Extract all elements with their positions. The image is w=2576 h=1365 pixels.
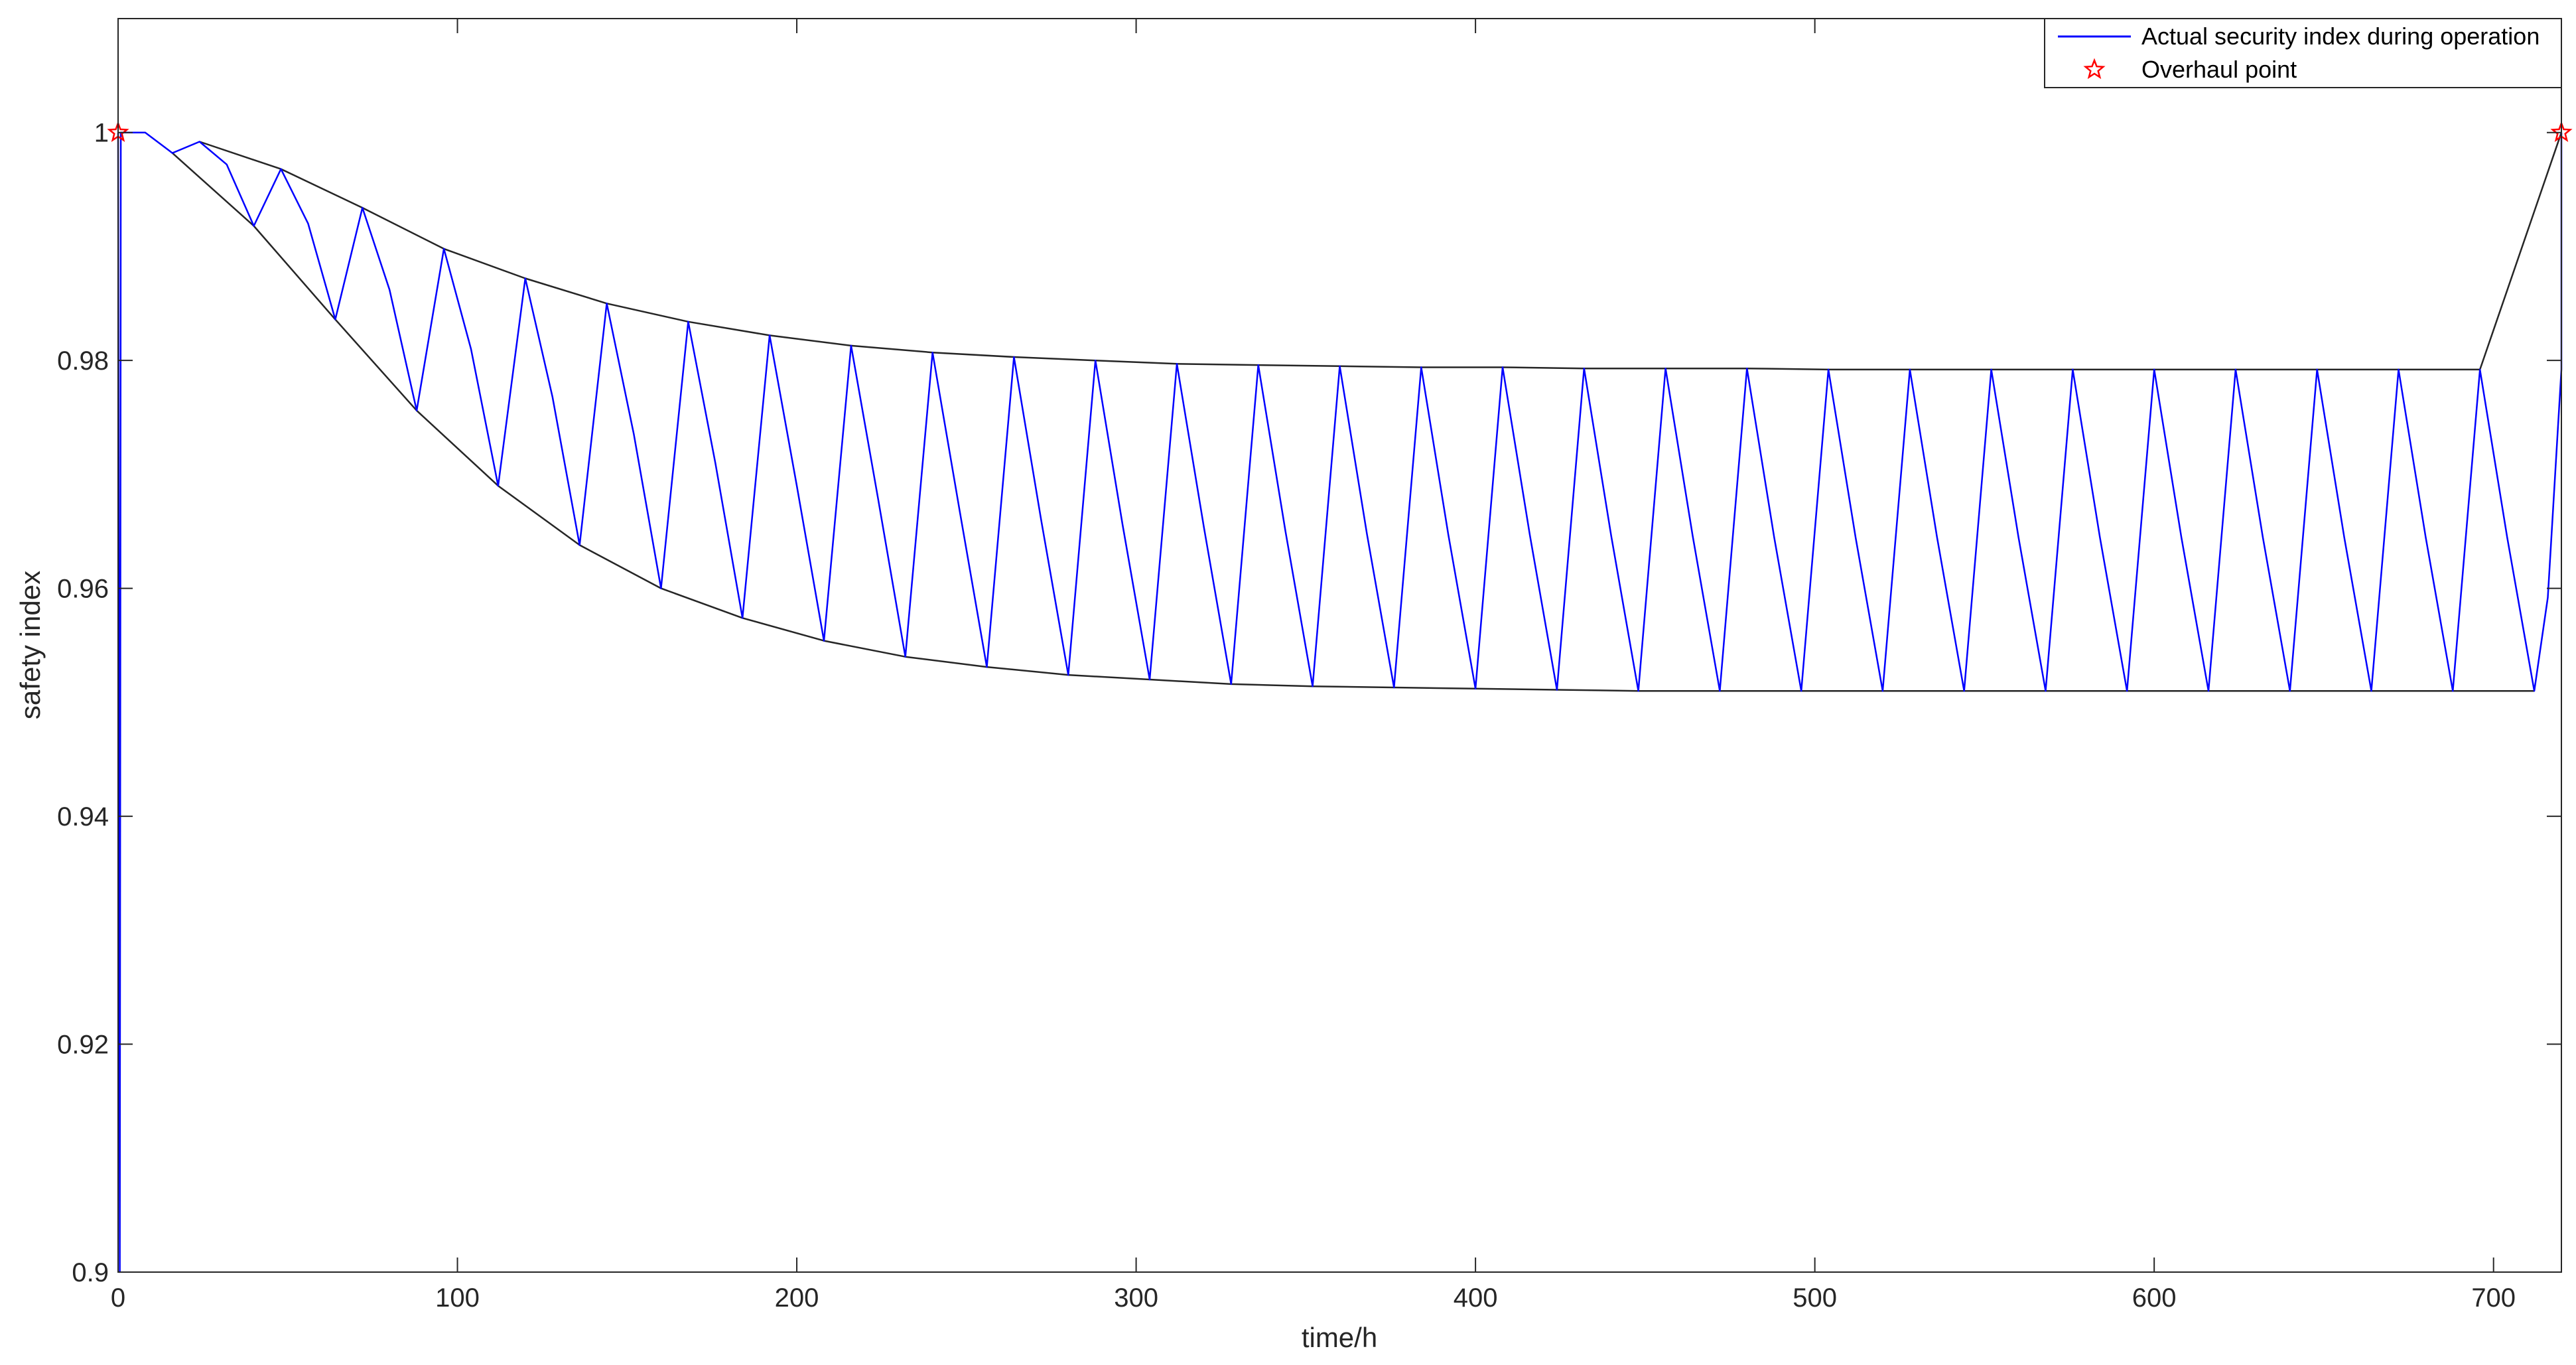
x-axis-label: time/h bbox=[1302, 1322, 1377, 1353]
upper-envelope-line bbox=[199, 132, 2563, 371]
y-tick-label: 0.92 bbox=[57, 1031, 109, 1060]
x-tick-label: 0 bbox=[111, 1283, 125, 1313]
legend-star-icon bbox=[2083, 58, 2106, 80]
x-tick-label: 700 bbox=[2471, 1283, 2516, 1313]
x-tick-label: 300 bbox=[1114, 1283, 1158, 1313]
y-tick-label: 0.9 bbox=[72, 1258, 109, 1287]
x-tick-label: 500 bbox=[1793, 1283, 1837, 1313]
x-tick-label: 600 bbox=[2132, 1283, 2177, 1313]
y-tick-label: 1 bbox=[94, 119, 109, 148]
series-layer bbox=[117, 131, 2563, 1273]
legend: Actual security index during operation O… bbox=[2044, 18, 2562, 88]
legend-label-actual: Actual security index during operation bbox=[2141, 23, 2540, 50]
y-tick-label: 0.96 bbox=[57, 575, 109, 604]
y-tick-label: 0.94 bbox=[57, 802, 109, 831]
legend-box bbox=[2044, 18, 2562, 88]
x-tick-label: 100 bbox=[435, 1283, 480, 1313]
y-axis: 0.9 0.92 0.94 0.96 0.98 1 bbox=[57, 119, 2561, 1287]
x-tick-label: 200 bbox=[775, 1283, 819, 1313]
plot-frame bbox=[117, 18, 2562, 1273]
y-axis-label: safety index bbox=[15, 571, 46, 719]
legend-star-marker bbox=[2083, 58, 2106, 80]
x-axis: 0 100 200 300 400 500 600 700 bbox=[111, 19, 2516, 1313]
series-actual-line bbox=[117, 131, 2563, 1273]
y-tick-label: 0.98 bbox=[57, 346, 109, 376]
lower-envelope-line bbox=[171, 152, 2535, 692]
x-tick-label: 400 bbox=[1454, 1283, 1498, 1313]
plot-area bbox=[118, 19, 2561, 1272]
legend-label-overhaul: Overhaul point bbox=[2141, 56, 2297, 83]
